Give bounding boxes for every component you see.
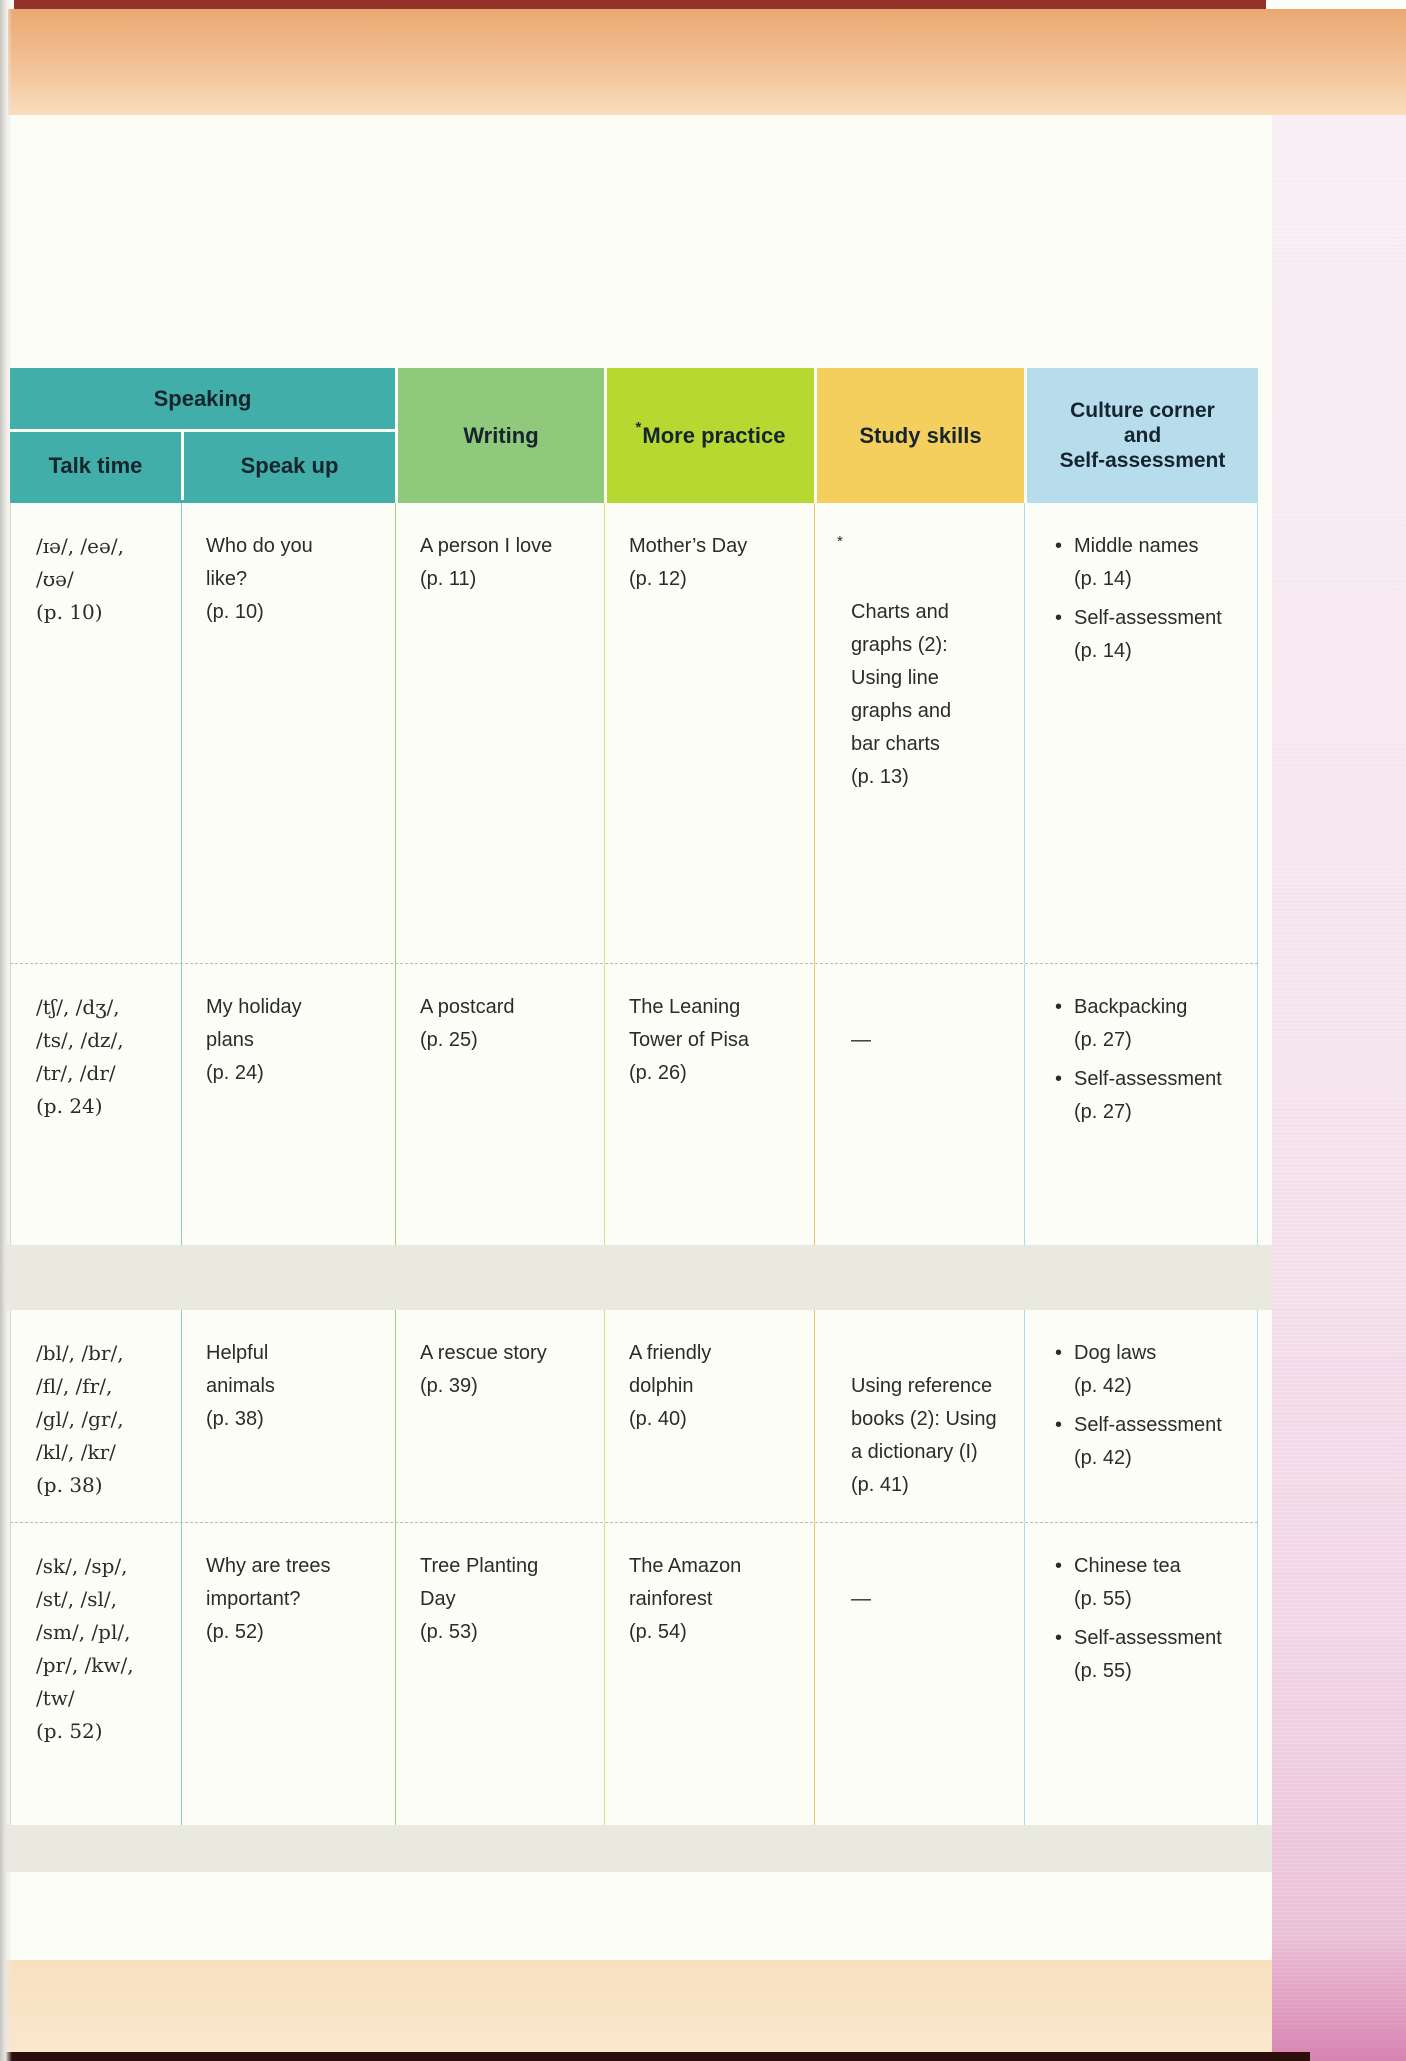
cell-speak-up: My holiday plans (p. 24) <box>182 964 396 1245</box>
bullet-icon: • <box>1055 1555 1063 1577</box>
cell-study-skills: * Charts and graphs (2): Using line grap… <box>815 503 1025 963</box>
page-gutter-shadow <box>0 0 12 2061</box>
cell-study-skills: — <box>815 964 1025 1245</box>
table-row: /ɪə/, /eə/, /ʊə/ (p. 10) Who do you like… <box>10 503 1258 963</box>
cell-more-practice: The Amazon rainforest (p. 54) <box>605 1523 815 1825</box>
header-more-practice: * More practice <box>604 368 814 503</box>
cell-talk-time: /ɪə/, /eə/, /ʊə/ (p. 10) <box>11 503 182 963</box>
right-pink-strip <box>1272 115 1406 2061</box>
table-header-row: Speaking Talk time Speak up Writing * Mor… <box>10 368 1258 503</box>
cell-more-practice: A friendly dolphin (p. 40) <box>605 1310 815 1522</box>
list-item: • Chinese tea (p. 55) <box>1055 1550 1247 1616</box>
cell-culture-corner: • Dog laws (p. 42) • Self-assessment (p.… <box>1025 1310 1259 1522</box>
list-item: • Dog laws (p. 42) <box>1055 1337 1247 1403</box>
syllabus-table-upper: Speaking Talk time Speak up Writing * Mor… <box>10 368 1258 1245</box>
header-writing: Writing <box>395 368 604 503</box>
cell-talk-time: /sk/, /sp/, /st/, /sl/, /sm/, /pl/, /pr/… <box>11 1523 182 1825</box>
cell-speak-up: Helpful animals (p. 38) <box>182 1310 396 1522</box>
list-item: • Backpacking (p. 27) <box>1055 991 1247 1057</box>
asterisk-icon: * <box>635 419 642 436</box>
bullet-icon: • <box>1055 1414 1063 1436</box>
cell-writing: A rescue story (p. 39) <box>396 1310 605 1522</box>
list-item: • Self-assessment (p. 27) <box>1055 1063 1247 1129</box>
cell-culture-corner: • Middle names (p. 14) • Self-assessment… <box>1025 503 1259 963</box>
cell-talk-time: /bl/, /br/, /fl/, /fr/, /gl/, /gr/, /kl/… <box>11 1310 182 1522</box>
top-maroon-bar <box>14 0 1266 9</box>
table-row: /bl/, /br/, /fl/, /fr/, /gl/, /gr/, /kl/… <box>10 1310 1258 1522</box>
cell-more-practice: Mother’s Day (p. 12) <box>605 503 815 963</box>
cell-writing: Tree Planting Day (p. 53) <box>396 1523 605 1825</box>
list-item: • Self-assessment (p. 55) <box>1055 1622 1247 1688</box>
header-speaking: Speaking <box>10 368 395 432</box>
cell-talk-time: /tʃ/, /dʒ/, /ts/, /dz/, /tr/, /dr/ (p. 2… <box>11 964 182 1245</box>
bottom-peach-band <box>0 1960 1272 2052</box>
cell-writing: A postcard (p. 25) <box>396 964 605 1245</box>
bullet-icon: • <box>1055 535 1063 557</box>
row-separator-band <box>0 1245 1272 1310</box>
header-speak-up: Speak up <box>181 432 395 500</box>
cell-study-skills: — <box>815 1523 1025 1825</box>
table-row: /tʃ/, /dʒ/, /ts/, /dz/, /tr/, /dr/ (p. 2… <box>10 963 1258 1245</box>
header-culture-corner: Culture corner and Self-assessment <box>1024 368 1258 503</box>
list-item: • Self-assessment (p. 42) <box>1055 1409 1247 1475</box>
cell-culture-corner: • Chinese tea (p. 55) • Self-assessment … <box>1025 1523 1259 1825</box>
bullet-icon: • <box>1055 1627 1063 1649</box>
bullet-icon: • <box>1055 607 1063 629</box>
header-study-skills: Study skills <box>814 368 1024 503</box>
bullet-icon: • <box>1055 996 1063 1018</box>
bullet-icon: • <box>1055 1342 1063 1364</box>
table-row: /sk/, /sp/, /st/, /sl/, /sm/, /pl/, /pr/… <box>10 1522 1258 1825</box>
asterisk-icon: * <box>837 533 843 550</box>
header-talk-time: Talk time <box>48 453 143 478</box>
cell-culture-corner: • Backpacking (p. 27) • Self-assessment … <box>1025 964 1259 1245</box>
top-orange-band <box>8 9 1406 115</box>
header-speaking-group: Speaking Talk time Speak up <box>10 368 395 503</box>
cell-more-practice: The Leaning Tower of Pisa (p. 26) <box>605 964 815 1245</box>
list-item: • Self-assessment (p. 14) <box>1055 602 1247 668</box>
bottom-maroon-bar <box>0 2052 1310 2061</box>
bullet-icon: • <box>1055 1068 1063 1090</box>
table-footer-band <box>0 1825 1272 1872</box>
cell-speak-up: Who do you like? (p. 10) <box>182 503 396 963</box>
syllabus-table-lower: /bl/, /br/, /fl/, /fr/, /gl/, /gr/, /kl/… <box>10 1310 1258 1825</box>
cell-speak-up: Why are trees important? (p. 52) <box>182 1523 396 1825</box>
cell-writing: A person I love (p. 11) <box>396 503 605 963</box>
cell-study-skills: Using reference books (2): Using a dicti… <box>815 1310 1025 1522</box>
list-item: • Middle names (p. 14) <box>1055 530 1247 596</box>
